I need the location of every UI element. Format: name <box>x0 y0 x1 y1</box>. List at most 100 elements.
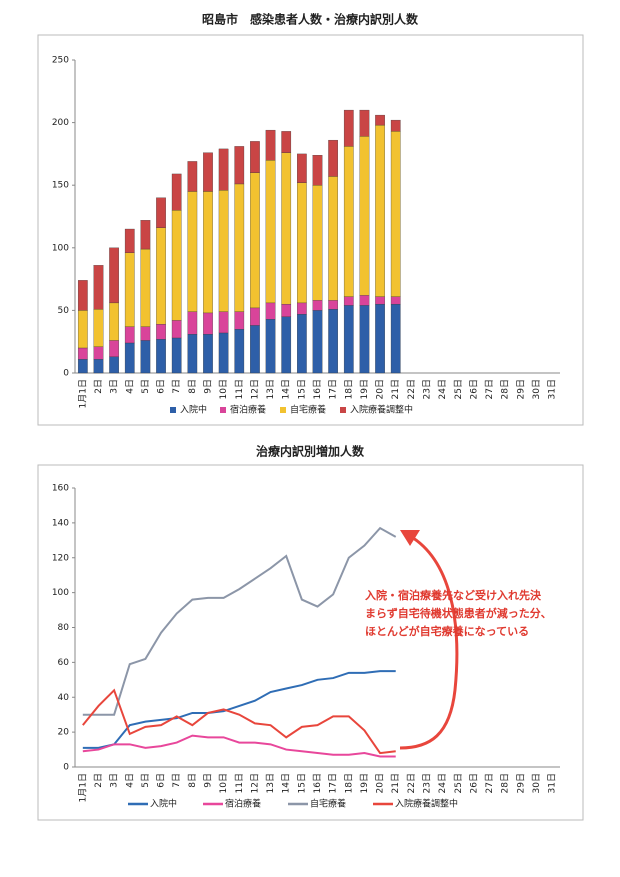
y-tick-label: 50 <box>58 306 70 316</box>
x-tick-label: 26日 <box>468 773 479 793</box>
x-tick-label: 21日 <box>390 773 401 793</box>
bar-segment <box>234 146 245 185</box>
x-tick-label: 5日 <box>140 773 151 788</box>
x-tick-label: 17日 <box>328 379 339 399</box>
x-tick-label: 16日 <box>312 379 323 399</box>
bar-segment <box>312 185 323 301</box>
bar-segment <box>93 359 104 374</box>
bar-segment <box>359 295 370 306</box>
x-tick-label: 8日 <box>187 379 198 394</box>
x-tick-label: 20日 <box>375 379 386 399</box>
legend-label: 宿泊療養 <box>225 798 261 810</box>
bar-segment <box>297 302 307 315</box>
x-tick-label: 10日 <box>218 773 229 793</box>
bar-segment <box>375 124 385 297</box>
x-tick-label: 18日 <box>343 773 354 793</box>
y-tick-label: 150 <box>52 181 69 191</box>
bar-segment <box>297 314 307 374</box>
bar-segment <box>171 173 182 211</box>
annotation-arrow <box>399 534 459 750</box>
chart-title: 昭島市 感染患者人数・治療内訳別人数 <box>202 12 419 27</box>
y-tick-label: 80 <box>58 623 70 633</box>
x-tick-label: 2日 <box>93 773 104 788</box>
bar-segment <box>171 337 182 374</box>
x-tick-label: 29日 <box>515 773 526 793</box>
bar-segment <box>250 141 260 173</box>
bar-segment <box>218 332 229 374</box>
x-tick-label: 14日 <box>281 773 292 793</box>
x-tick-label: 12日 <box>249 379 260 399</box>
y-tick-label: 140 <box>52 518 69 528</box>
y-tick-label: 200 <box>52 118 69 128</box>
annotation: ほとんどが自宅療養になっている <box>365 624 529 638</box>
bar-segment <box>343 146 354 297</box>
bar-segment <box>93 308 104 347</box>
arrow-head <box>400 530 420 546</box>
y-tick-label: 40 <box>58 693 70 703</box>
x-tick-label: 21日 <box>390 379 401 399</box>
x-tick-label: 19日 <box>359 773 370 793</box>
bar-segment <box>77 310 88 349</box>
bar-segment <box>281 303 292 317</box>
y-tick-label: 0 <box>63 369 69 379</box>
x-tick-label: 20日 <box>375 773 386 793</box>
bar-segment <box>124 252 135 327</box>
x-tick-label: 24日 <box>437 773 448 793</box>
bar-segment <box>328 139 338 177</box>
x-tick-label: 28日 <box>500 773 511 793</box>
x-tick-label: 15日 <box>296 379 307 399</box>
x-tick-label: 9日 <box>202 379 213 394</box>
bar-segment <box>359 305 370 374</box>
bar-segment <box>203 334 213 374</box>
x-tick-label: 3日 <box>109 379 120 394</box>
legend-label: 自宅療養 <box>310 798 346 810</box>
bar-segment <box>109 247 119 304</box>
x-tick-label: 7日 <box>171 773 182 788</box>
chart-frame <box>37 34 584 426</box>
bar-segment <box>343 296 354 306</box>
x-tick-label: 11日 <box>234 773 245 793</box>
bar-segment <box>250 307 260 326</box>
bar-segment <box>140 340 151 374</box>
y-tick-label: 120 <box>52 553 69 563</box>
bar-segment <box>203 312 213 335</box>
bar-segment <box>109 340 119 357</box>
bar-segment <box>124 326 135 344</box>
annotation: まらず自宅待機状態患者が減った分、 <box>365 606 552 620</box>
x-tick-label: 27日 <box>484 773 495 793</box>
legend-swatch <box>220 407 226 413</box>
x-tick-label: 4日 <box>124 379 135 394</box>
bar-segment <box>281 152 292 305</box>
x-tick-label: 7日 <box>171 379 182 394</box>
bar-segment <box>297 153 307 183</box>
bar-segment <box>390 119 401 132</box>
bar-segment <box>265 319 276 374</box>
x-tick-label: 30日 <box>531 379 542 399</box>
chart-title: 治療内訳別増加人数 <box>256 444 365 459</box>
x-tick-label: 25日 <box>453 773 464 793</box>
bar-segment <box>250 172 260 309</box>
bar-segment <box>312 310 323 374</box>
legend-swatch <box>280 407 286 413</box>
line-series <box>82 526 397 716</box>
bar-segment <box>77 347 88 360</box>
chart-frame <box>37 464 584 821</box>
y-tick-label: 60 <box>58 658 70 668</box>
x-tick-label: 13日 <box>265 773 276 793</box>
bar-segment <box>109 356 119 374</box>
legend-label: 入院療養調整中 <box>395 798 458 810</box>
bar-segment <box>359 109 370 137</box>
x-tick-label: 10日 <box>218 379 229 399</box>
bar-segment <box>156 197 166 228</box>
bar-segment <box>203 191 213 314</box>
x-tick-label: 9日 <box>202 773 213 788</box>
bar-segment <box>343 305 354 374</box>
bar-segment <box>171 210 182 321</box>
bar-segment <box>140 326 151 341</box>
bar-segment <box>218 148 229 191</box>
bar-segment <box>156 227 166 325</box>
line-series <box>82 688 396 755</box>
x-tick-label: 12日 <box>249 773 260 793</box>
